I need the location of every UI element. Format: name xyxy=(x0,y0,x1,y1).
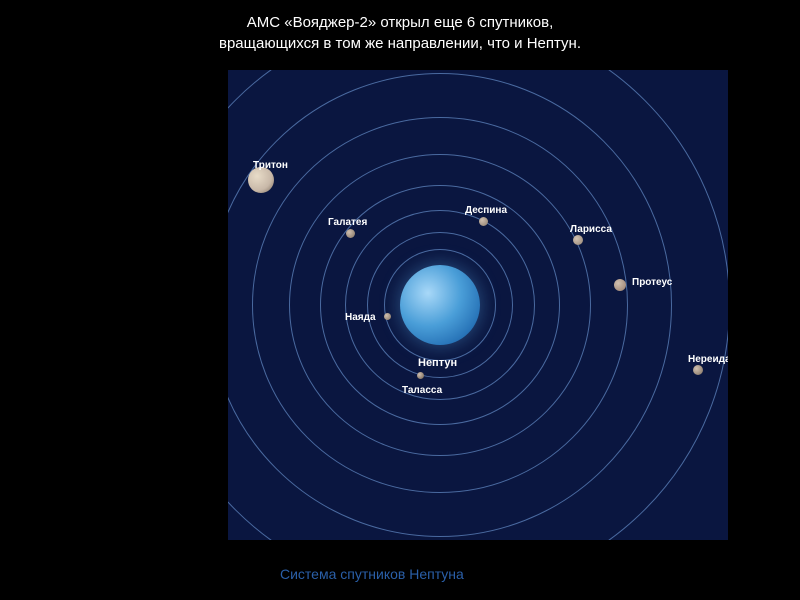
moon-proteus xyxy=(614,279,626,291)
title-line-2: вращающихся в том же направлении, что и … xyxy=(219,35,581,52)
moon-label-larissa: Ларисса xyxy=(570,224,612,235)
moon-galatea xyxy=(346,229,355,238)
moon-label-despina: Деспина xyxy=(465,205,507,216)
moon-larissa xyxy=(573,235,583,245)
diagram-caption: Система спутников Нептуна xyxy=(280,566,464,582)
title-line-1: АМС «Вояджер-2» открыл еще 6 спутников, xyxy=(247,14,554,31)
moon-thalassa xyxy=(417,372,424,379)
moon-label-proteus: Протеус xyxy=(632,277,672,288)
moon-label-naiad: Наяда xyxy=(345,312,376,323)
moon-despina xyxy=(479,217,488,226)
neptune-planet xyxy=(400,265,480,345)
moon-label-nereid: Нереида xyxy=(688,354,728,365)
moon-label-triton: Тритон xyxy=(253,160,288,171)
neptune-label: Нептун xyxy=(418,357,457,369)
moon-label-galatea: Галатея xyxy=(328,217,367,228)
moon-nereid xyxy=(693,365,703,375)
page-title: АМС «Вояджер-2» открыл еще 6 спутников, … xyxy=(0,12,800,54)
moon-naiad xyxy=(384,313,391,320)
moon-label-thalassa: Таласса xyxy=(402,385,442,396)
neptune-system-diagram: Нептун Наяда Таласса Деспина Галатея Ларисса П… xyxy=(228,70,728,540)
